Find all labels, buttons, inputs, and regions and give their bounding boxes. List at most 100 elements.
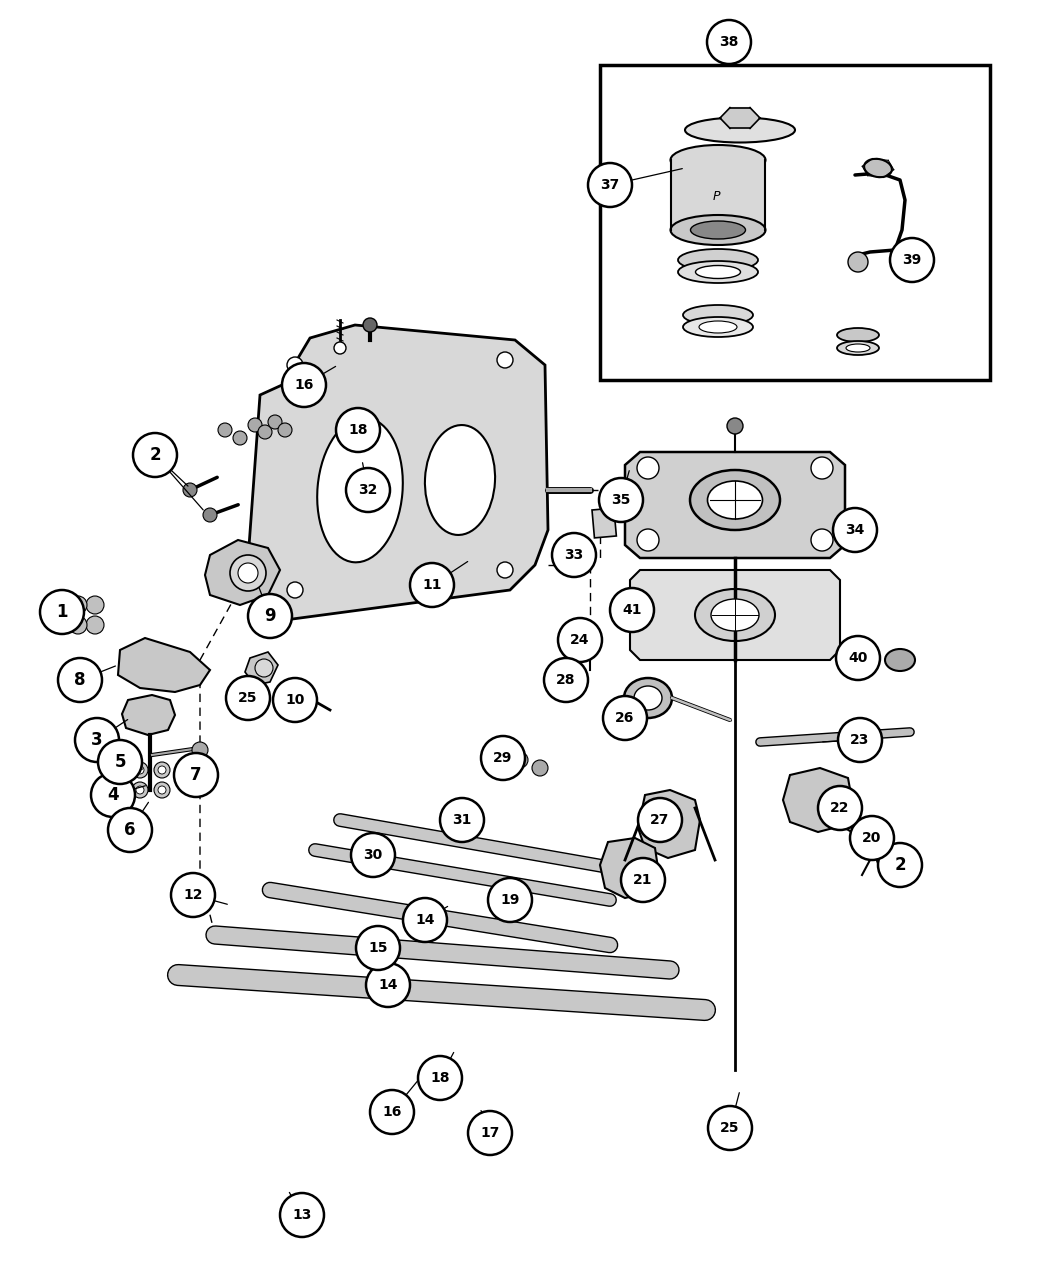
Circle shape — [282, 363, 326, 407]
Circle shape — [505, 895, 515, 906]
Circle shape — [91, 773, 135, 817]
Text: 13: 13 — [292, 1207, 312, 1221]
Text: 12: 12 — [183, 888, 202, 902]
Polygon shape — [638, 790, 700, 858]
Text: 9: 9 — [265, 608, 276, 625]
Circle shape — [492, 744, 508, 760]
Ellipse shape — [670, 145, 765, 175]
Circle shape — [86, 616, 104, 634]
Circle shape — [582, 631, 598, 646]
Text: 29: 29 — [493, 751, 512, 765]
Circle shape — [351, 833, 395, 877]
Circle shape — [75, 718, 119, 762]
Circle shape — [132, 762, 148, 778]
Bar — [600, 65, 990, 380]
Ellipse shape — [711, 599, 759, 631]
Text: 2: 2 — [150, 446, 161, 464]
Circle shape — [287, 582, 302, 599]
Circle shape — [621, 858, 665, 902]
Ellipse shape — [864, 159, 892, 178]
Circle shape — [440, 798, 484, 842]
Ellipse shape — [699, 321, 737, 333]
Circle shape — [334, 341, 346, 354]
Circle shape — [280, 1193, 324, 1237]
Circle shape — [637, 457, 659, 480]
Text: 5: 5 — [114, 753, 125, 771]
Text: 27: 27 — [650, 813, 669, 828]
Circle shape — [255, 659, 273, 677]
Text: 31: 31 — [452, 813, 472, 828]
Circle shape — [203, 508, 217, 522]
Text: 37: 37 — [601, 178, 620, 192]
Ellipse shape — [846, 344, 870, 352]
Circle shape — [183, 483, 197, 498]
Circle shape — [69, 596, 87, 614]
Text: 35: 35 — [611, 492, 630, 506]
Circle shape — [848, 252, 868, 272]
Bar — [592, 508, 617, 538]
Ellipse shape — [690, 221, 745, 239]
Circle shape — [544, 657, 588, 702]
Circle shape — [248, 593, 292, 638]
Polygon shape — [630, 570, 840, 660]
Text: 22: 22 — [831, 801, 850, 815]
Ellipse shape — [624, 678, 672, 718]
Circle shape — [136, 787, 144, 794]
Text: 23: 23 — [851, 733, 870, 747]
Text: 25: 25 — [238, 691, 258, 705]
Text: 1: 1 — [56, 602, 67, 622]
Circle shape — [171, 874, 215, 917]
Text: 21: 21 — [633, 874, 652, 888]
Circle shape — [818, 787, 862, 830]
Text: 10: 10 — [286, 693, 305, 707]
Polygon shape — [122, 694, 175, 735]
Circle shape — [158, 787, 165, 794]
Text: 34: 34 — [845, 523, 864, 537]
Ellipse shape — [683, 317, 753, 336]
Circle shape — [878, 843, 922, 888]
Circle shape — [497, 352, 513, 368]
Circle shape — [481, 735, 525, 780]
Text: 3: 3 — [92, 732, 103, 749]
Circle shape — [707, 20, 752, 64]
Circle shape — [811, 457, 833, 480]
Circle shape — [136, 766, 144, 774]
Text: 8: 8 — [74, 671, 85, 689]
Text: 18: 18 — [348, 423, 368, 437]
Bar — [671, 160, 766, 230]
Circle shape — [890, 238, 934, 281]
Circle shape — [58, 657, 102, 702]
Circle shape — [230, 555, 266, 591]
Circle shape — [468, 1111, 512, 1155]
Circle shape — [418, 1056, 462, 1100]
Circle shape — [273, 678, 317, 723]
Text: 16: 16 — [294, 379, 314, 391]
Circle shape — [278, 423, 292, 437]
Text: 16: 16 — [383, 1105, 402, 1119]
Circle shape — [86, 596, 104, 614]
Circle shape — [132, 781, 148, 798]
Text: 28: 28 — [557, 673, 575, 687]
Circle shape — [174, 753, 218, 797]
Text: 6: 6 — [124, 821, 136, 839]
Text: 19: 19 — [501, 893, 520, 907]
Circle shape — [268, 414, 282, 428]
Circle shape — [287, 680, 302, 696]
Circle shape — [403, 898, 447, 943]
Text: 41: 41 — [622, 602, 642, 616]
Polygon shape — [248, 325, 548, 620]
Ellipse shape — [425, 425, 495, 535]
Polygon shape — [722, 107, 758, 128]
Circle shape — [410, 563, 454, 608]
Circle shape — [336, 408, 380, 451]
Circle shape — [69, 616, 87, 634]
Text: 40: 40 — [848, 651, 867, 665]
Ellipse shape — [683, 304, 753, 325]
Circle shape — [287, 357, 302, 373]
Circle shape — [154, 781, 170, 798]
Ellipse shape — [635, 686, 662, 710]
Text: 24: 24 — [570, 633, 590, 647]
Circle shape — [233, 431, 247, 445]
Ellipse shape — [317, 418, 403, 563]
Ellipse shape — [670, 215, 765, 246]
